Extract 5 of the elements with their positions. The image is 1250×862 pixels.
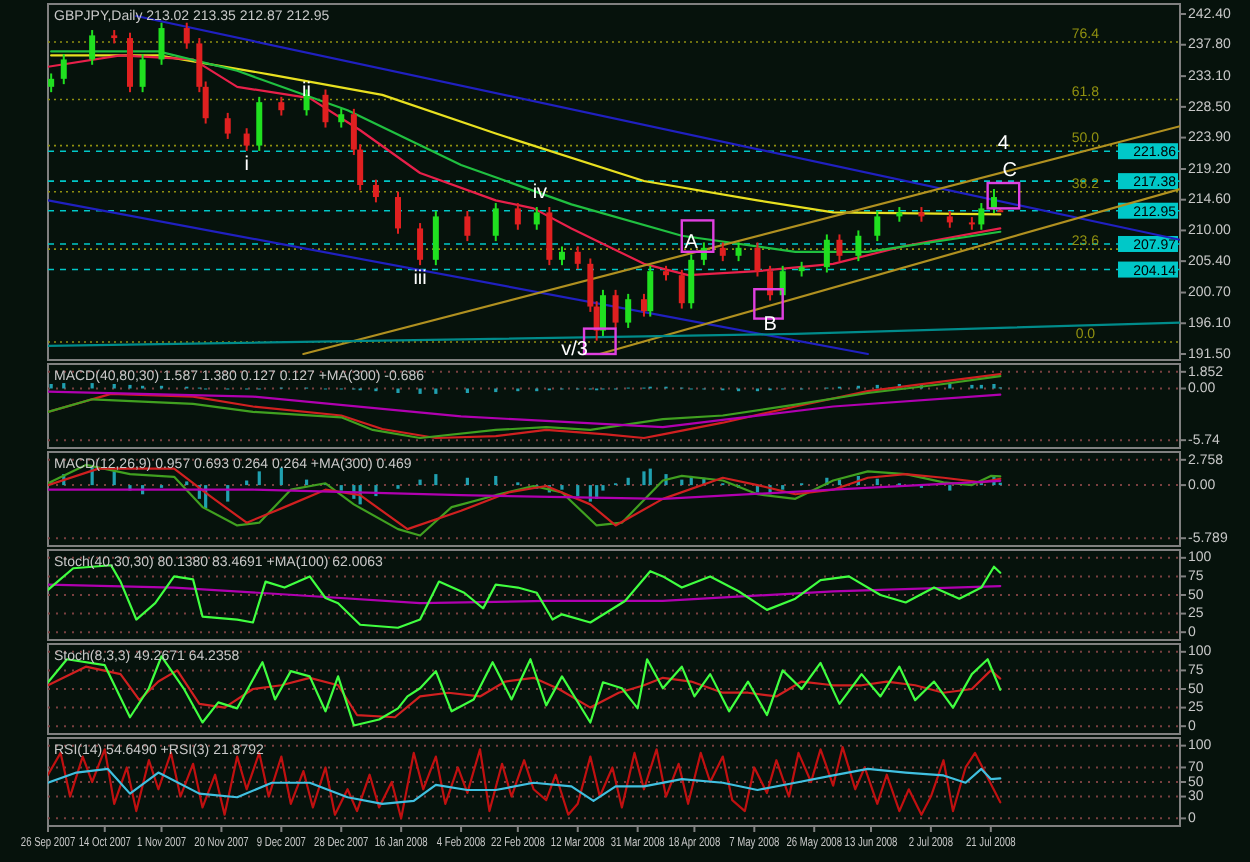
annotation: iii xyxy=(413,267,427,290)
annotation: 4 xyxy=(997,132,1010,155)
annotation: B xyxy=(763,313,778,336)
annotation: i xyxy=(244,153,249,176)
annotation: A xyxy=(684,231,699,254)
